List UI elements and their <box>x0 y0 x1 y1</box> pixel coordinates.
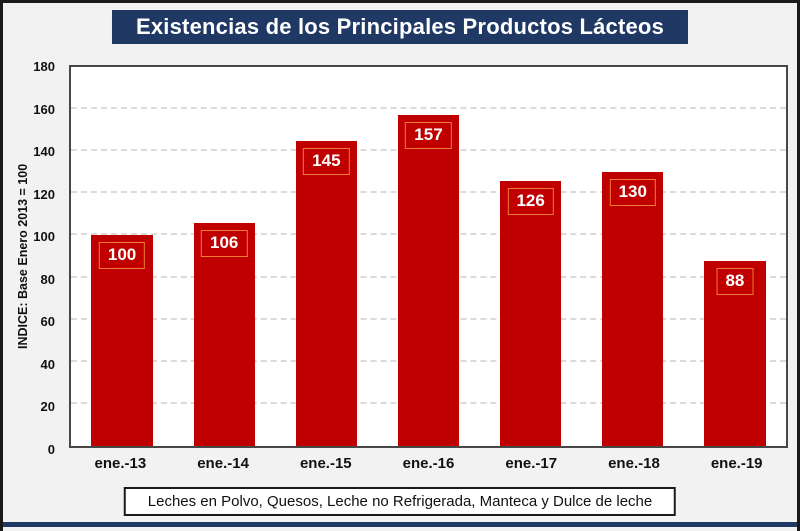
bar-slot: 100 <box>71 67 173 446</box>
plot-area: 100 106 145 157 126 130 88 <box>69 65 788 448</box>
bar-value-label: 157 <box>405 122 452 150</box>
bar-ene.-19: 88 <box>704 260 766 446</box>
bar-value-label: 126 <box>507 187 554 215</box>
bar-ene.-14: 106 <box>193 222 255 446</box>
y-tick-label: 140 <box>33 144 55 160</box>
bar-ene.-15: 145 <box>295 140 357 446</box>
bar-value-label: 106 <box>201 229 248 257</box>
bar-slot: 130 <box>582 67 684 446</box>
y-tick-label: 120 <box>33 186 55 202</box>
x-axis-labels: ene.-13 ene.-14 ene.-15 ene.-16 ene.-17 ene.-… <box>69 455 788 472</box>
y-tick-label: 0 <box>47 442 55 457</box>
bar-slot: 106 <box>173 67 275 446</box>
bar-slot: 126 <box>480 67 582 446</box>
bar-value-label: 130 <box>609 179 656 207</box>
bar-ene.-17: 126 <box>499 180 562 446</box>
y-tick-label: 40 <box>40 356 55 372</box>
x-tick-label: ene.-13 <box>94 455 147 472</box>
chart-title: Existencias de los Principales Productos… <box>111 10 689 44</box>
bar-value-label: 100 <box>98 242 146 270</box>
y-tick-label: 80 <box>40 271 55 287</box>
y-axis-ticks: 0 20 40 60 80 100 120 140 160 180 <box>3 59 61 457</box>
x-tick-label: ene.-14 <box>197 455 249 472</box>
footer-caption: Leches en Polvo, Quesos, Leche no Refrig… <box>123 487 677 516</box>
bar-slot: 157 <box>377 67 479 446</box>
bar-ene.-16: 157 <box>397 115 460 446</box>
bar-ene.-13: 100 <box>91 235 153 446</box>
bar-ene.-18: 130 <box>602 172 664 446</box>
gridline <box>71 107 786 110</box>
bars-layer: 100 106 145 157 126 130 88 <box>71 67 786 446</box>
y-tick-label: 60 <box>40 314 55 330</box>
bar-value-label: 88 <box>716 267 754 295</box>
y-tick-label: 160 <box>33 101 55 117</box>
bottom-accent-strip <box>3 522 797 527</box>
bar-value-label: 145 <box>303 147 350 175</box>
y-tick-label: 180 <box>33 59 55 74</box>
x-tick-label: ene.-19 <box>710 455 763 472</box>
x-tick-label: ene.-16 <box>402 455 455 472</box>
bar-slot: 145 <box>275 67 377 446</box>
bar-slot: 88 <box>684 67 786 446</box>
x-tick-label: ene.-17 <box>505 455 558 472</box>
y-tick-label: 20 <box>40 399 55 415</box>
x-tick-label: ene.-15 <box>299 455 352 472</box>
y-tick-label: 100 <box>33 229 55 245</box>
x-tick-label: ene.-18 <box>608 455 660 472</box>
